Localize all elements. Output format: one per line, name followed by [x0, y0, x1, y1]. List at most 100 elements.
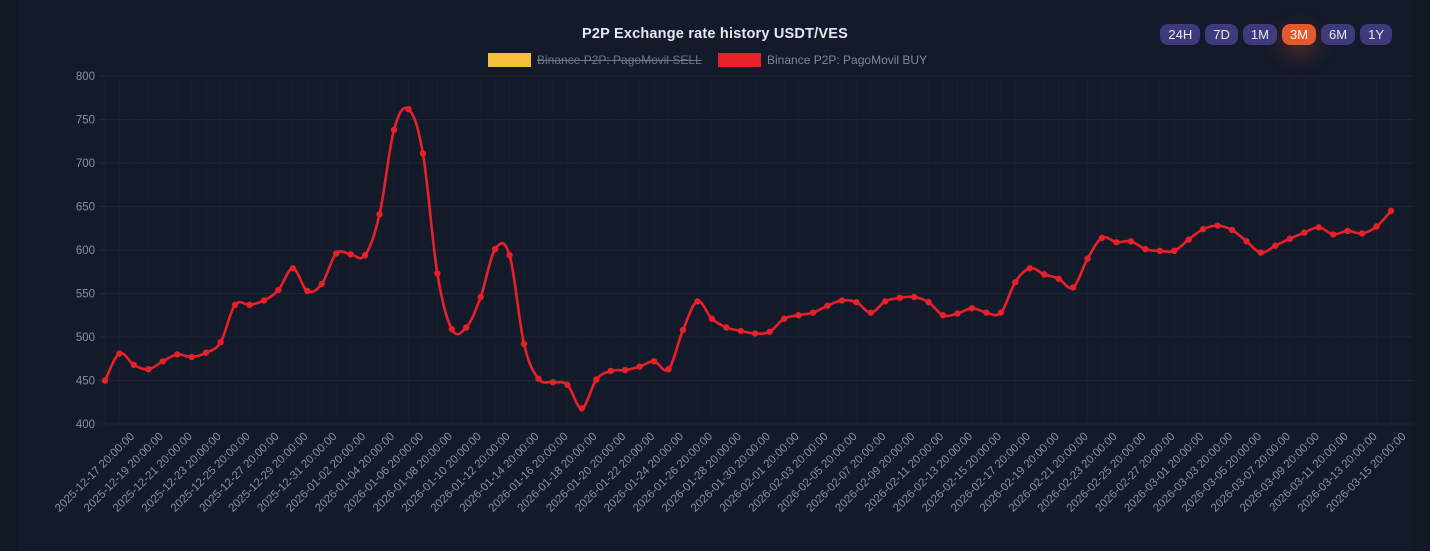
- legend-label-buy: Binance P2P: PagoMovil BUY: [767, 53, 928, 67]
- data-point: [1142, 245, 1149, 253]
- y-tick-label: 400: [76, 419, 95, 431]
- data-point: [1387, 207, 1395, 215]
- data-point: [1127, 238, 1135, 245]
- legend-item-buy[interactable]: Binance P2P: PagoMovil BUY: [718, 52, 927, 68]
- series-line-buy: [103, 106, 1392, 410]
- data-point: [535, 375, 542, 382]
- data-point: [679, 326, 687, 334]
- legend-label-sell: Binance P2P: PagoMovil SELL: [537, 53, 702, 67]
- y-tick-label: 800: [76, 71, 95, 83]
- data-point: [1113, 238, 1120, 246]
- data-point: [318, 280, 325, 288]
- data-point: [723, 324, 730, 331]
- data-point: [1272, 242, 1279, 249]
- data-point: [202, 349, 210, 356]
- time-range-selector: 24H 7D 1M 3M 6M 1Y: [1160, 24, 1392, 45]
- y-tick-label: 450: [76, 376, 95, 388]
- data-point: [939, 312, 947, 319]
- legend-item-sell[interactable]: Binance P2P: PagoMovil SELL: [488, 52, 702, 68]
- data-point: [376, 211, 383, 218]
- data-point: [1344, 227, 1351, 235]
- data-point: [434, 270, 441, 277]
- data-point: [549, 379, 557, 386]
- range-button-6m[interactable]: 6M: [1321, 24, 1356, 45]
- chart-legend: Binance P2P: PagoMovil SELL Binance P2P:…: [0, 52, 1430, 68]
- data-point: [1012, 278, 1019, 286]
- data-point: [954, 310, 961, 317]
- data-point: [1199, 225, 1207, 233]
- data-point: [130, 361, 138, 369]
- y-tick-label: 550: [76, 289, 95, 301]
- data-point: [217, 339, 224, 346]
- data-point: [405, 105, 412, 113]
- data-point: [694, 298, 701, 305]
- data-point: [116, 350, 123, 357]
- data-point: [1243, 238, 1250, 245]
- data-point: [361, 252, 369, 259]
- data-point: [1171, 247, 1178, 255]
- range-button-7d[interactable]: 7D: [1205, 24, 1238, 45]
- data-point: [650, 358, 658, 365]
- y-tick-label: 650: [76, 202, 95, 214]
- data-point: [621, 366, 629, 374]
- data-point: [289, 265, 297, 272]
- data-point: [824, 302, 831, 309]
- data-point: [1301, 229, 1308, 236]
- range-button-1m[interactable]: 1M: [1242, 24, 1277, 45]
- data-point: [332, 250, 340, 257]
- range-button-1y[interactable]: 1Y: [1360, 24, 1392, 45]
- data-point: [997, 309, 1005, 316]
- y-tick-label: 600: [76, 245, 95, 257]
- data-point: [867, 309, 875, 316]
- data-point: [260, 297, 268, 304]
- data-point: [708, 315, 716, 322]
- y-tick-label: 700: [76, 158, 95, 170]
- range-button-3m[interactable]: 3M: [1281, 24, 1317, 45]
- data-point: [766, 328, 773, 335]
- data-point: [882, 298, 889, 305]
- data-point: [910, 293, 918, 301]
- data-point: [188, 353, 195, 361]
- data-point: [1286, 235, 1294, 242]
- data-point: [477, 293, 484, 301]
- data-point: [1185, 236, 1192, 243]
- data-point: [752, 330, 759, 337]
- data-point: [1358, 230, 1366, 237]
- data-point: [968, 305, 976, 312]
- data-point: [896, 294, 903, 302]
- y-tick-label: 750: [76, 115, 95, 127]
- data-point: [347, 251, 354, 258]
- data-point: [520, 340, 528, 348]
- data-point: [275, 286, 282, 294]
- data-point: [159, 358, 166, 365]
- data-point: [1026, 265, 1033, 272]
- data-point: [636, 363, 643, 370]
- data-point: [174, 351, 181, 358]
- data-point: [506, 252, 513, 259]
- data-point: [838, 297, 846, 304]
- data-point: [1373, 223, 1380, 230]
- chart-title: P2P Exchange rate history USDT/VES: [581, 26, 849, 42]
- data-point: [983, 309, 990, 316]
- legend-swatch-sell: [488, 53, 531, 67]
- data-point: [246, 301, 253, 309]
- data-point: [1330, 231, 1337, 238]
- data-point: [145, 365, 152, 373]
- data-point: [607, 367, 614, 375]
- data-point: [780, 315, 788, 322]
- data-point: [1084, 255, 1091, 262]
- data-point: [925, 299, 932, 306]
- data-point: [448, 325, 455, 333]
- chart-panel: [18, 0, 1412, 551]
- data-point: [809, 309, 817, 316]
- data-point: [737, 327, 744, 335]
- data-point: [304, 287, 311, 295]
- data-point: [1098, 234, 1106, 242]
- data-point: [853, 299, 860, 306]
- data-point: [1069, 284, 1077, 291]
- y-tick-label: 500: [76, 332, 95, 344]
- range-button-24h[interactable]: 24H: [1160, 24, 1201, 45]
- data-point: [564, 381, 571, 389]
- data-point: [1055, 275, 1062, 282]
